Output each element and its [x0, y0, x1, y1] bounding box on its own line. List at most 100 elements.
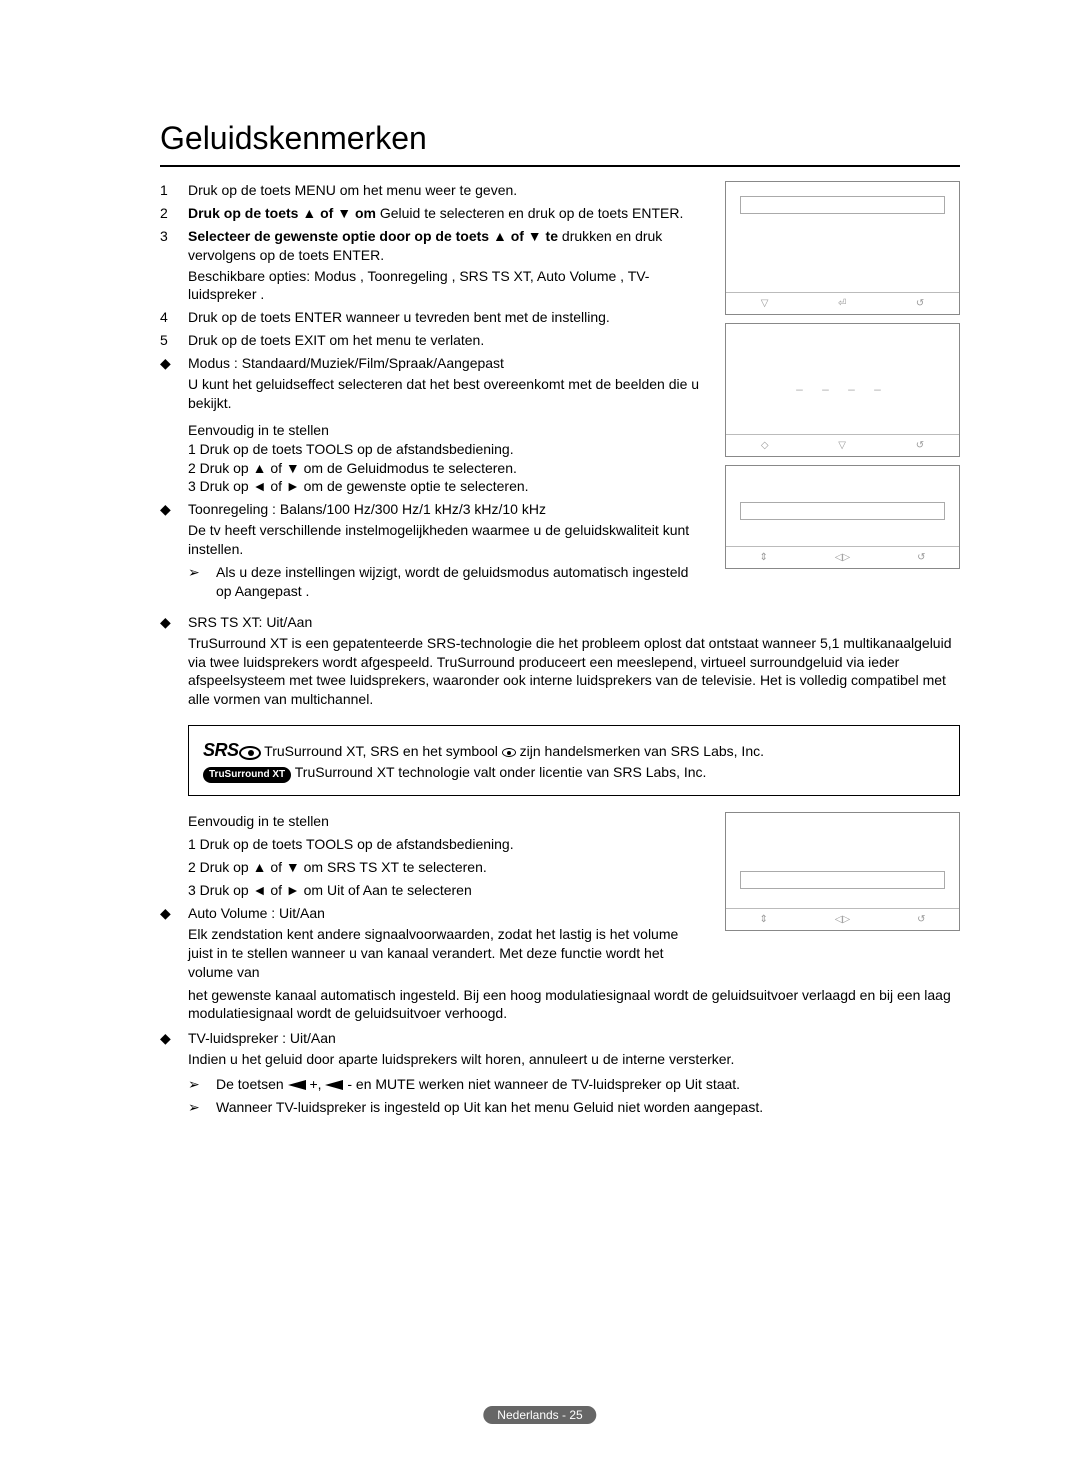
tvsp-desc: Indien u het geluid door aparte luidspre…: [188, 1050, 960, 1069]
menu-panel-4: ⇕ ◁▷ ↺: [725, 812, 960, 931]
manual-page: Geluidskenmerken 1 Druk op de toets MENU…: [0, 0, 1080, 1185]
note-text-c: - en MUTE werken niet wanneer de TV-luid…: [343, 1076, 740, 1092]
panel-footer: ▽ ⏎ ↺: [726, 292, 959, 314]
easy-step: 3 Druk op ◄ of ► om Uit of Aan te select…: [188, 881, 705, 900]
srs-easy-row: Eenvoudig in te stellen 1 Druk op de toe…: [160, 812, 960, 985]
menu-panel-2: – – – – ◇ ▽ ↺: [725, 323, 960, 457]
page-title: Geluidskenmerken: [160, 120, 960, 157]
step-3: 3 Selecteer de gewenste optie door op de…: [160, 227, 705, 305]
top-two-column: 1 Druk op de toets MENU om het menu weer…: [160, 181, 960, 609]
srs-trademark-box: SRS TruSurround XT, SRS en het symbool z…: [188, 725, 960, 796]
nav-back-icon: ↺: [916, 440, 924, 451]
menu-panel-3: ⇕ ◁▷ ↺: [725, 465, 960, 569]
srs-logo: SRS: [203, 740, 239, 760]
panel-footer: ◇ ▽ ↺: [726, 434, 959, 456]
diamond-bullet-icon: ◆: [160, 904, 188, 982]
diamond-bullet-icon: ◆: [160, 500, 188, 604]
step-number: 1: [160, 181, 188, 200]
toon-note-text: Als u deze instellingen wijzigt, wordt d…: [216, 563, 705, 601]
diamond-bullet-icon: ◆: [160, 613, 188, 709]
toon-heading: Toonregeling : Balans/100 Hz/300 Hz/1 kH…: [188, 500, 705, 519]
easy-step: 2 Druk op ▲ of ▼ om de Geluidmodus te se…: [188, 459, 705, 478]
nav-down-icon: ▽: [761, 298, 769, 309]
nav-back-icon: ↺: [917, 552, 925, 563]
tvsp-note2-text: Wanneer TV-luidspreker is ingesteld op U…: [216, 1098, 763, 1117]
panel-body: [726, 813, 959, 908]
easy-title: Eenvoudig in te stellen: [188, 421, 705, 440]
step-number: 2: [160, 204, 188, 223]
nav-back-icon: ↺: [916, 298, 924, 309]
pointer-icon: ➢: [188, 563, 216, 601]
step-1: 1 Druk op de toets MENU om het menu weer…: [160, 181, 705, 200]
step-number: 3: [160, 227, 188, 305]
step-2: 2 Druk op de toets ▲ of ▼ om Geluid te s…: [160, 204, 705, 223]
panel-body: – – – –: [726, 324, 959, 434]
trusurround-xt-tag: TruSurround XT: [203, 767, 291, 783]
tvluidspreker-section: ◆ TV-luidspreker : Uit/Aan Indien u het …: [160, 1029, 960, 1121]
toon-desc: De tv heeft verschillende instelmogelijk…: [188, 521, 705, 559]
nav-updown-icon: ⇕: [759, 552, 767, 563]
note-text-b: +,: [306, 1076, 326, 1092]
panel-footer: ⇕ ◁▷ ↺: [726, 908, 959, 930]
srs-section: ◆ SRS TS XT: Uit/Aan TruSurround XT is e…: [160, 613, 960, 709]
note-text-a: De toetsen: [216, 1076, 288, 1092]
nav-lr-icon: ◁▷: [835, 914, 850, 925]
step-rest: Geluid te selecteren en druk op de toets…: [376, 205, 683, 221]
panel-body: [726, 182, 959, 292]
easy-step: 1 Druk op de toets TOOLS op de afstandsb…: [188, 440, 705, 459]
tvsp-note-1: ➢ De toetsen +, - en MUTE werken niet wa…: [188, 1075, 960, 1094]
srs-oval-icon: [239, 746, 261, 760]
srs-box-line1: SRS TruSurround XT, SRS en het symbool z…: [203, 738, 945, 763]
panel-body: [726, 466, 959, 546]
step-4: 4 Druk op de toets ENTER wanneer u tevre…: [160, 308, 705, 327]
panel4-col: ⇕ ◁▷ ↺: [725, 812, 960, 985]
panel-highlight: [740, 502, 945, 520]
title-rule: [160, 165, 960, 167]
panel-dashes: – – – –: [726, 382, 959, 396]
autovolume-section: ◆ Auto Volume : Uit/Aan Elk zendstation …: [160, 904, 705, 982]
nav-down-icon: ▽: [838, 440, 846, 451]
easy-title: Eenvoudig in te stellen: [188, 812, 705, 831]
srs-box-text: TruSurround XT, SRS en het symbool: [264, 743, 502, 759]
diamond-bullet-icon: ◆: [160, 354, 188, 496]
tvsp-heading: TV-luidspreker : Uit/Aan: [188, 1029, 960, 1048]
nav-lr-icon: ◁▷: [835, 552, 850, 563]
step-number: 5: [160, 331, 188, 350]
srs-easy-col: Eenvoudig in te stellen 1 Druk op de toe…: [160, 812, 705, 985]
step-options: Beschikbare opties: Modus , Toonregeling…: [188, 267, 705, 305]
srs-desc: TruSurround XT is een gepatenteerde SRS-…: [188, 634, 960, 710]
nav-enter-icon: ⏎: [838, 298, 846, 309]
easy-step: 1 Druk op de toets TOOLS op de afstandsb…: [188, 835, 705, 854]
panel-highlight: [740, 196, 945, 214]
auto-desc1: Elk zendstation kent andere signaalvoorw…: [188, 925, 705, 982]
auto-heading: Auto Volume : Uit/Aan: [188, 904, 705, 923]
nav-updown-icon: ⇕: [759, 914, 767, 925]
panel-highlight: [740, 871, 945, 889]
modus-section: ◆ Modus : Standaard/Muziek/Film/Spraak/A…: [160, 354, 705, 496]
nav-back-icon: ↺: [917, 914, 925, 925]
panel-footer: ⇕ ◁▷ ↺: [726, 546, 959, 568]
srs-heading: SRS TS XT: Uit/Aan: [188, 613, 960, 632]
menu-panel-1: ▽ ⏎ ↺: [725, 181, 960, 315]
tvsp-note-2: ➢ Wanneer TV-luidspreker is ingesteld op…: [188, 1098, 960, 1117]
pointer-icon: ➢: [188, 1075, 216, 1094]
page-footer: Nederlands - 25: [483, 1406, 596, 1424]
volume-triangle-icon: [288, 1080, 306, 1090]
volume-triangle-icon: [325, 1080, 343, 1090]
diamond-bullet-icon: ◆: [160, 1029, 188, 1121]
pointer-icon: ➢: [188, 1098, 216, 1117]
step-text: Druk op de toets ▲ of ▼ om Geluid te sel…: [188, 204, 705, 223]
toonregeling-section: ◆ Toonregeling : Balans/100 Hz/300 Hz/1 …: [160, 500, 705, 604]
toon-note: ➢ Als u deze instellingen wijzigt, wordt…: [188, 563, 705, 601]
step-5: 5 Druk op de toets EXIT om het menu te v…: [160, 331, 705, 350]
srs-box-line2: TruSurround XT TruSurround XT technologi…: [203, 763, 945, 783]
easy-step: 2 Druk op ▲ of ▼ om SRS TS XT te selecte…: [188, 858, 705, 877]
step-bold: Druk op de toets ▲ of ▼ om: [188, 205, 376, 221]
easy-step: 3 Druk op ◄ of ► om de gewenste optie te…: [188, 477, 705, 496]
step-text: Druk op de toets ENTER wanneer u tevrede…: [188, 308, 705, 327]
tvsp-note-text: De toetsen +, - en MUTE werken niet wann…: [216, 1075, 740, 1094]
step-text: Druk op de toets MENU om het menu weer t…: [188, 181, 705, 200]
step-bold: Selecteer de gewenste optie door op de t…: [188, 228, 558, 244]
screenshots-column: ▽ ⏎ ↺ – – – – ◇ ▽ ↺: [725, 181, 960, 609]
instructions-column: 1 Druk op de toets MENU om het menu weer…: [160, 181, 705, 609]
